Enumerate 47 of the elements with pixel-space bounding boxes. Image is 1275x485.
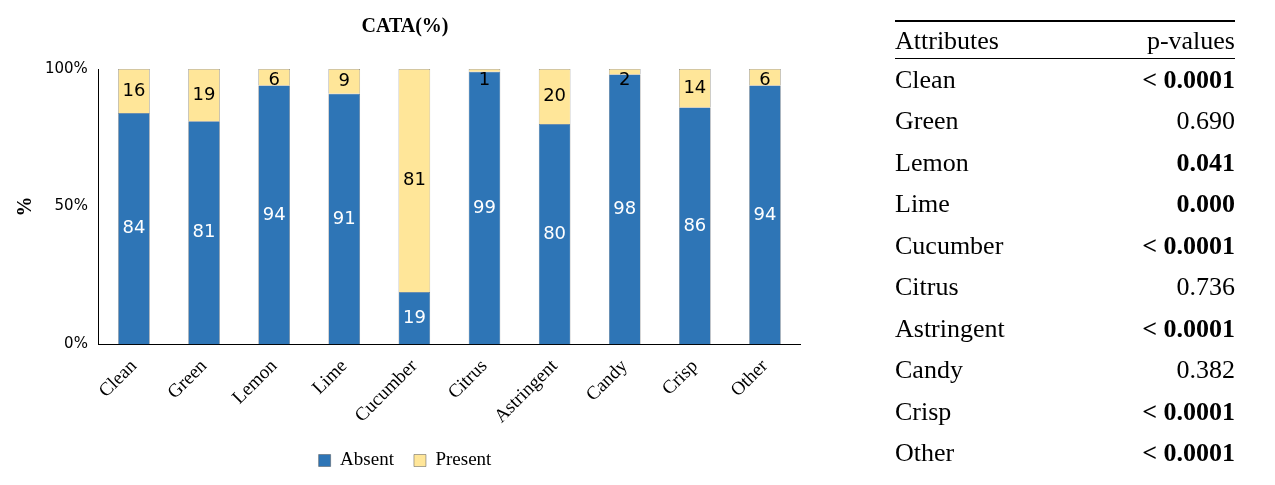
- data-label: 19: [192, 82, 216, 104]
- text: p-values: [1079, 21, 1235, 59]
- data-label: 16: [122, 78, 146, 100]
- data-label: 6: [268, 67, 280, 89]
- data-label: 14: [683, 75, 707, 97]
- text: 0.690: [1176, 106, 1235, 136]
- data-label: 98: [613, 197, 637, 218]
- data-label: 81: [402, 168, 426, 190]
- data-label: 9: [338, 69, 350, 91]
- data-label: 99: [473, 195, 496, 217]
- category-label: Other: [895, 437, 956, 470]
- category-label: Lime: [895, 188, 951, 221]
- text: < 0.0001: [1142, 438, 1235, 468]
- data-label: 91: [332, 206, 356, 228]
- text: 0.382: [1176, 355, 1235, 385]
- data-label: 86: [683, 213, 707, 235]
- text: 0.000: [1176, 189, 1235, 219]
- chart-title: CATA(%): [361, 14, 449, 38]
- category-label: Lemon: [895, 146, 970, 179]
- data-label: 1: [478, 67, 491, 89]
- text: 0.736: [1176, 272, 1235, 302]
- text: < 0.0001: [1142, 396, 1235, 426]
- legend-label: Absent: [340, 448, 395, 470]
- data-label: 19: [402, 305, 426, 327]
- y-axis-title: %: [13, 196, 36, 217]
- y-tick-label: 100%: [44, 58, 88, 77]
- text: 0.041: [1176, 147, 1235, 177]
- text: < 0.0001: [1142, 64, 1235, 94]
- text: < 0.0001: [1142, 313, 1235, 343]
- text: Attributes: [895, 21, 1080, 59]
- data-label: 6: [759, 67, 771, 89]
- category-label: Clean: [895, 63, 957, 96]
- data-label: 84: [122, 216, 146, 238]
- data-label: 81: [192, 220, 216, 242]
- y-tick-label: 50%: [54, 196, 88, 215]
- category-label: Cucumber: [895, 229, 1005, 262]
- legend-label: Present: [435, 448, 493, 470]
- data-label: 94: [262, 202, 286, 224]
- text: < 0.0001: [1142, 230, 1235, 260]
- data-label: 94: [753, 202, 777, 224]
- category-label: Astringent: [895, 312, 1006, 345]
- data-label: 80: [543, 221, 567, 243]
- data-label: 20: [543, 84, 567, 106]
- x-tick-label: Crisp: [657, 354, 702, 399]
- category-label: Green: [895, 105, 960, 138]
- y-tick-label: 0%: [64, 334, 88, 353]
- category-label: Citrus: [895, 271, 960, 304]
